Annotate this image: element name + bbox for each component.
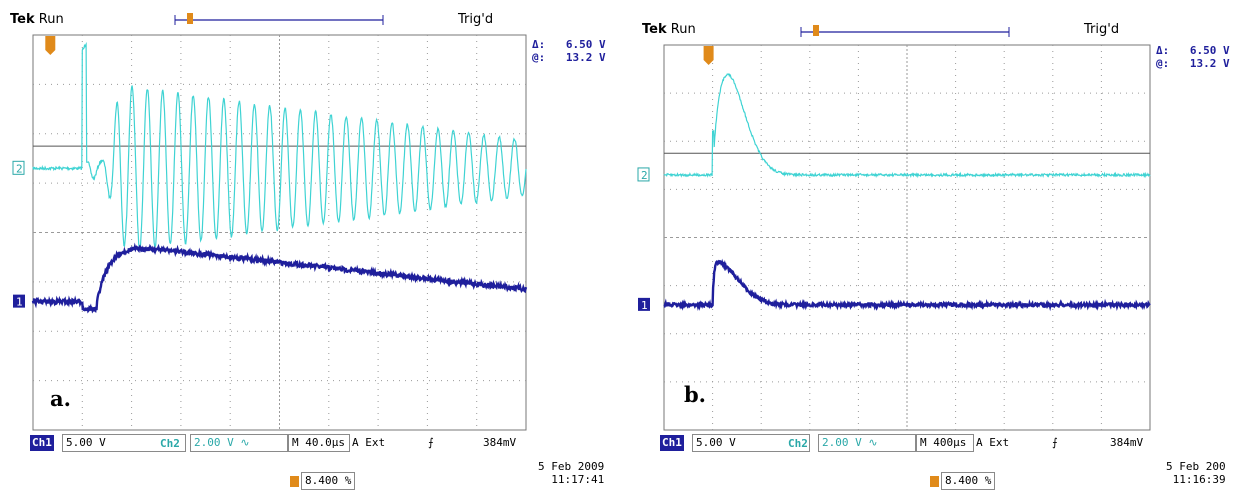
scope-a-ch1-tag: Ch1 <box>30 435 54 451</box>
scope-a-brand: Tek <box>10 12 35 27</box>
scope-a-ch2-scale: 2.00 V ∿ <box>190 434 288 452</box>
scope-a-trigger-source: A Ext <box>352 436 386 449</box>
scope-b-trigger-slope: ⨍ <box>1052 436 1058 449</box>
scope-b-ch1-ground-marker-icon: 1 <box>638 297 650 312</box>
scope-b-delta-label: Δ: <box>1156 44 1170 57</box>
scope-a-grid <box>32 34 527 431</box>
scope-a-position-readout: 8.400 % <box>290 472 356 490</box>
scope-a-delta-value: 6.50 V <box>565 38 606 51</box>
scope-b-trigger-source: A Ext <box>976 436 1010 449</box>
scope-a-ch1-scale: 5.00 V <box>62 434 186 452</box>
scope-a-panel-label: a. <box>50 386 71 411</box>
scope-a-ch1-marker-label: 1 <box>16 296 23 309</box>
scope-a-trigger-marker-tip <box>45 50 56 55</box>
scope-b-trigger-marker-icon <box>703 46 714 65</box>
scope-b-delta-value: 6.50 V <box>1189 44 1230 57</box>
scope-b-time: 11:16:39 <box>1172 473 1226 486</box>
scope-b-ch1-marker-label: 1 <box>641 299 648 312</box>
scope-a-trigger-position-bar <box>174 13 384 25</box>
scope-a-trigger-level: 384mV <box>483 436 517 449</box>
scope-b-ch1-marker-box <box>638 297 650 311</box>
scope-b-trigger-position-bar <box>800 25 1010 37</box>
scope-b-timestamp: 5 Feb 200 11:16:39 <box>1166 460 1226 486</box>
scope-b-record-bar-marker-icon <box>813 25 819 36</box>
scope-a-ch1-trace <box>31 242 528 314</box>
scope-b-trigger-marker-body <box>703 46 714 60</box>
scope-a-ch2-ground-marker-icon: 2 <box>12 160 25 175</box>
scope-a-timebase: M 40.0µs <box>288 434 350 452</box>
scope-a-measurements: Δ: 6.50 V @: 13.2 V <box>532 38 606 64</box>
scope-b-ch2-marker-box <box>637 167 650 182</box>
scope-b-ch2-marker-label: 2 <box>641 169 648 182</box>
scope-a-ch2-trace <box>32 41 527 250</box>
scope-a-ch2-tag: Ch2 <box>160 437 180 450</box>
scope-b-ch2-tag: Ch2 <box>788 437 808 450</box>
scope-b-ch2-ground-marker-icon: 2 <box>637 167 650 182</box>
scope-b-date: 5 Feb 200 <box>1166 460 1226 473</box>
scope-b-timebase: M 400µs <box>916 434 974 452</box>
scope-b-ch1-tag: Ch1 <box>660 435 684 451</box>
scope-a-canvas: 21 <box>12 13 528 431</box>
scope-b-position-value: 8.400 % <box>941 472 996 490</box>
scope-b-canvas: 21 <box>637 25 1151 431</box>
scope-b-brand: Tek <box>642 22 667 37</box>
scope-a-time: 11:17:41 <box>551 473 605 486</box>
scope-b-at-value: 13.2 V <box>1189 57 1230 70</box>
scope-a-date: 5 Feb 2009 <box>538 460 605 473</box>
scope-a-ch2-marker-label: 2 <box>16 162 23 175</box>
scope-a-header: Tek Run <box>10 12 64 27</box>
scope-b-trigger-level: 384mV <box>1110 436 1144 449</box>
scope-b-header: Tek Run <box>642 22 696 37</box>
scope-a-timestamp: 5 Feb 2009 11:17:41 <box>538 460 604 486</box>
scope-a-trigger-slope: ⨍ <box>428 436 434 449</box>
scope-b-position-icon <box>930 475 939 487</box>
scope-b-mode: Run <box>670 22 696 37</box>
scope-a-settings-bar: Ch1 5.00 V Ch2 2.00 V ∿ M 40.0µs A Ext ⨍… <box>30 434 528 452</box>
scope-a-at-value: 13.2 V <box>565 51 606 64</box>
scope-a-ch2-marker-box <box>12 160 25 175</box>
scope-b-ch1-scale: 5.00 V <box>692 434 810 452</box>
scope-a-delta-label: Δ: <box>532 38 546 51</box>
scope-a-ch1-ground-marker-icon: 1 <box>13 294 25 309</box>
scope-b-measurements: Δ: 6.50 V @: 13.2 V <box>1156 44 1230 70</box>
scope-b-trig-status: Trig'd <box>1084 22 1120 37</box>
scope-a-record-bar-marker-icon <box>187 13 193 24</box>
scope-a-position-icon <box>290 475 299 487</box>
scope-b-trigger-marker-tip <box>703 60 714 65</box>
scope-a-position-value: 8.400 % <box>301 472 356 490</box>
scope-a-trigger-marker-body <box>45 36 56 50</box>
scope-b-settings-bar: Ch1 5.00 V Ch2 2.00 V ∿ M 400µs A Ext ⨍ … <box>660 434 1150 452</box>
scope-a-trig-status: Trig'd <box>458 12 494 27</box>
scope-b-panel-label: b. <box>684 382 706 407</box>
scope-b-position-readout: 8.400 % <box>930 472 996 490</box>
scope-a-ch1-marker-box <box>13 294 25 308</box>
scope-b-grid <box>663 44 1151 431</box>
scope-b-at-label: @: <box>1156 57 1170 70</box>
scope-a-trigger-marker-icon <box>45 36 56 55</box>
scope-b-ch1-trace <box>663 258 1151 312</box>
scope-b-ch2-scale: 2.00 V ∿ <box>818 434 916 452</box>
scope-a-at-label: @: <box>532 51 546 64</box>
scope-a-mode: Run <box>38 12 64 27</box>
scope-b-ch2-trace <box>663 73 1151 179</box>
